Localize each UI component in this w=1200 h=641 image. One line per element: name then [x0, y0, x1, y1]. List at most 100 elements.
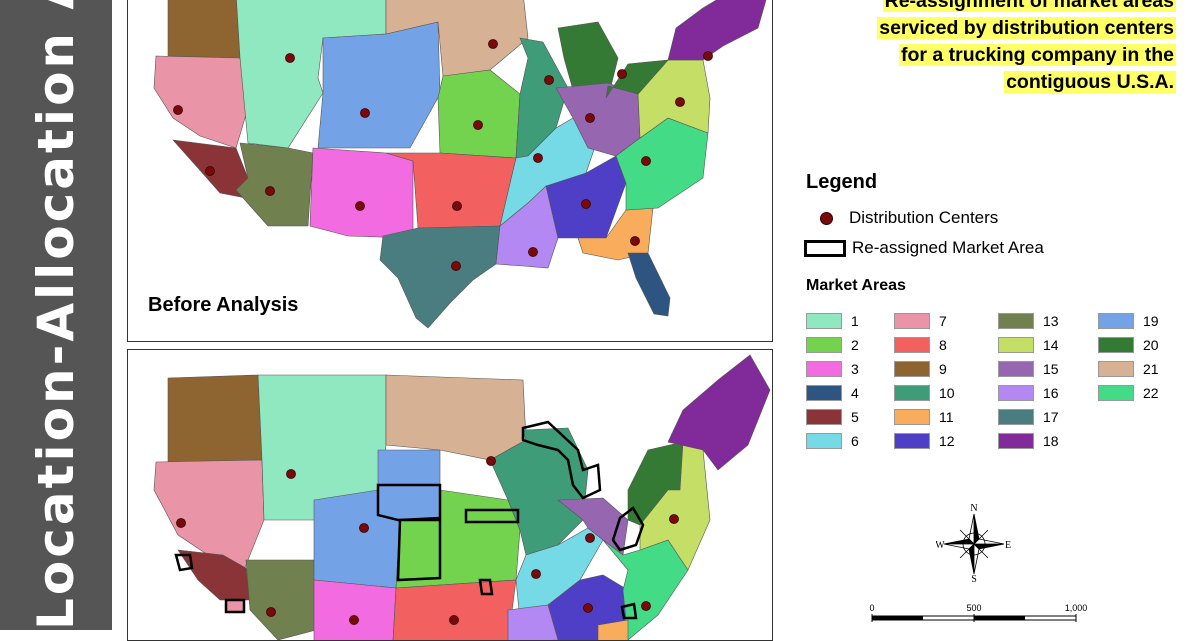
scale-tick-500: 500 [966, 603, 981, 613]
market-area-label: 21 [1143, 361, 1159, 377]
reassigned-illinois-strip [464, 508, 520, 524]
market-area-swatch [998, 409, 1034, 425]
market-area-label: 8 [939, 337, 947, 353]
after-map [153, 354, 771, 640]
market-area-label: 1 [851, 313, 859, 329]
market-area-label: 11 [939, 409, 954, 425]
title-line-2: serviced by distribution centers [877, 17, 1176, 39]
market-area-swatch [1098, 361, 1134, 377]
market-area-label: 14 [1043, 337, 1059, 353]
area-3-new-mexico [313, 579, 397, 640]
market-area-label: 10 [939, 385, 955, 401]
market-area-swatch [894, 337, 930, 353]
scale-bar: 0 500 1,000 [869, 603, 1088, 622]
market-area-label: 3 [851, 361, 859, 377]
market-area-label: 22 [1143, 385, 1159, 401]
before-analysis-label: Before Analysis [148, 294, 299, 316]
map-title: Re-assignment of market areas serviced b… [877, 0, 1176, 96]
legend-reassigned: Re-assigned Market Area [804, 238, 1044, 258]
market-area-swatch [998, 313, 1034, 329]
reassigned-kansas [396, 518, 442, 582]
reassigned-arizona-strip [224, 598, 246, 614]
area-3-new-mexico [309, 147, 414, 239]
scale-tick-0: 0 [869, 603, 874, 613]
area-18-new-england [667, 354, 771, 471]
market-area-legend-item: 14 [998, 336, 1059, 354]
market-area-label: 19 [1143, 313, 1159, 329]
before-map [153, 0, 767, 329]
reassigned-georgia [620, 602, 638, 620]
market-area-label: 17 [1043, 409, 1059, 425]
compass-w: W [936, 540, 945, 551]
market-area-legend-item: 19 [1098, 312, 1159, 330]
market-area-label: 15 [1043, 361, 1059, 377]
market-area-label: 18 [1043, 433, 1059, 449]
market-area-swatch [998, 433, 1034, 449]
area-19-central-plains [317, 21, 441, 149]
market-area-swatch [894, 361, 930, 377]
area-14-mid-atlantic [639, 441, 711, 571]
reassigned-michigan [521, 420, 602, 500]
market-areas-title: Market Areas [806, 277, 906, 294]
reassigned-so-cal [174, 553, 194, 572]
market-area-label: 2 [851, 337, 859, 353]
area-9-washington-oregon [167, 374, 263, 463]
market-area-legend-item: 16 [998, 384, 1059, 402]
market-area-swatch [806, 385, 842, 401]
market-area-legend-item: 17 [998, 408, 1059, 426]
market-area-legend-item: 4 [806, 384, 859, 402]
market-area-legend-item: 22 [1098, 384, 1159, 402]
reassigned-outline-icon [804, 239, 846, 257]
market-area-swatch [1098, 385, 1134, 401]
area-9-washington-oregon [167, 0, 241, 59]
legend-distribution-centers: Distribution Centers [806, 208, 998, 228]
market-area-swatch [894, 313, 930, 329]
market-area-legend-item: 13 [998, 312, 1059, 330]
compass-rose-icon: N S E W [936, 503, 1011, 582]
market-area-swatch [1098, 313, 1134, 329]
market-area-legend-item: 7 [894, 312, 947, 330]
market-area-swatch [806, 433, 842, 449]
area-7-california-nevada [153, 55, 249, 149]
market-area-swatch [894, 433, 930, 449]
market-area-label: 7 [939, 313, 947, 329]
market-area-legend-item: 1 [806, 312, 859, 330]
sidebar-title: Location-Allocation Analysis [27, 0, 85, 630]
market-area-legend-item: 12 [894, 432, 955, 450]
compass-n: N [970, 503, 977, 514]
market-area-legend-item: 18 [998, 432, 1059, 450]
legend-reassigned-label: Re-assigned Market Area [852, 238, 1044, 257]
market-area-label: 20 [1143, 337, 1159, 353]
title-line-4: contiguous U.S.A. [1004, 71, 1176, 93]
market-area-legend-item: 11 [894, 408, 954, 426]
market-area-label: 4 [851, 385, 859, 401]
distribution-center-dots [176, 456, 679, 625]
compass-s: S [971, 574, 977, 582]
market-area-legend-item: 15 [998, 360, 1059, 378]
market-area-legend-item: 21 [1098, 360, 1159, 378]
market-area-legend-item: 9 [894, 360, 947, 378]
area-16-mississippi-louisiana [495, 185, 559, 269]
title-line-3: for a trucking company in the [898, 44, 1176, 66]
market-area-swatch [1098, 337, 1134, 353]
area-4-florida [627, 252, 671, 317]
area-11-georgia-carolinas [577, 207, 654, 261]
market-area-legend-item: 10 [894, 384, 955, 402]
market-area-legend-item: 3 [806, 360, 859, 378]
market-area-legend-item: 2 [806, 336, 859, 354]
market-area-swatch [894, 409, 930, 425]
distribution-center-dots [173, 39, 713, 271]
market-area-swatch [894, 385, 930, 401]
area-20-pennsylvania [605, 59, 669, 99]
scale-tick-1000: 1,000 [1065, 603, 1088, 613]
legend-dc-label: Distribution Centers [849, 208, 999, 227]
area-21-dakotas-minnesota [385, 374, 527, 461]
legend-title: Legend [806, 171, 878, 193]
before-map-panel: Before Analysis [127, 0, 773, 342]
market-area-swatch [806, 409, 842, 425]
market-area-label: 12 [939, 433, 955, 449]
after-map-panel [127, 349, 773, 641]
compass-e: E [1005, 540, 1011, 551]
market-area-swatch [806, 337, 842, 353]
market-area-label: 16 [1043, 385, 1059, 401]
